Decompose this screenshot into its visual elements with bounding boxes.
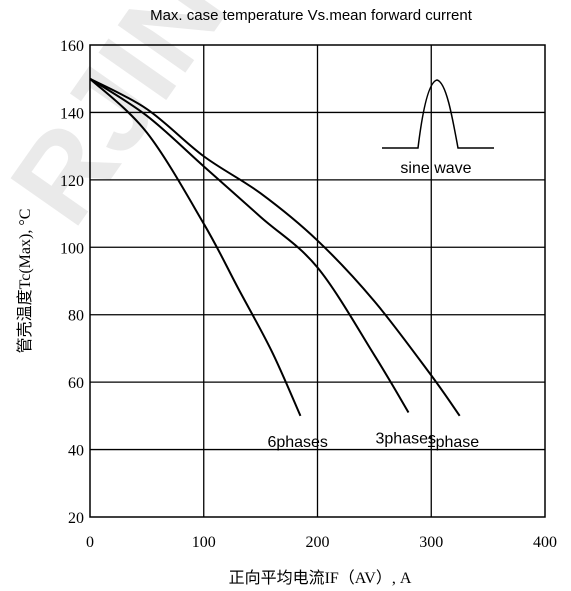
y-tick-label: 100 — [60, 240, 84, 257]
series-label-6phases: 6phases — [267, 434, 328, 451]
y-tick-label: 140 — [60, 105, 84, 122]
plot-area-frame — [89, 44, 546, 518]
y-tick-label: 160 — [60, 38, 84, 55]
y-tick-label: 80 — [68, 308, 84, 325]
series-lines — [89, 77, 461, 417]
sine-wave-icon — [382, 79, 494, 149]
series-line-6phases — [89, 77, 302, 417]
series-line-1phase — [89, 77, 461, 417]
tick-labels: 0 100 200 300 400 20 40 60 80 100 120 140 160 — [60, 38, 557, 551]
sine-wave-inset: sine wave — [382, 79, 494, 177]
watermark-text: RJIN — [0, 0, 252, 247]
x-tick-label: 300 — [419, 534, 443, 551]
y-tick-label: 60 — [68, 375, 84, 392]
x-tick-label: 100 — [192, 534, 216, 551]
series-label-3phases: 3phases — [376, 430, 437, 447]
y-axis-label: 管壳温度Tc(Max), °C — [16, 209, 34, 354]
sine-wave-label: sine wave — [400, 160, 471, 177]
series-label-1phase: 1phase — [427, 434, 480, 451]
y-tick-label: 40 — [68, 443, 84, 460]
x-tick-label: 200 — [306, 534, 330, 551]
x-tick-label: 0 — [86, 534, 94, 551]
y-tick-label: 20 — [68, 510, 84, 527]
series-line-3phases — [89, 77, 410, 413]
y-tick-label: 120 — [60, 173, 84, 190]
x-tick-label: 400 — [533, 534, 557, 551]
chart-title: Max. case temperature Vs.mean forward cu… — [150, 7, 473, 24]
watermark: RJIN — [0, 0, 252, 247]
grid-lines — [90, 45, 545, 517]
x-axis-label: 正向平均电流IF（AV）, A — [229, 569, 412, 587]
